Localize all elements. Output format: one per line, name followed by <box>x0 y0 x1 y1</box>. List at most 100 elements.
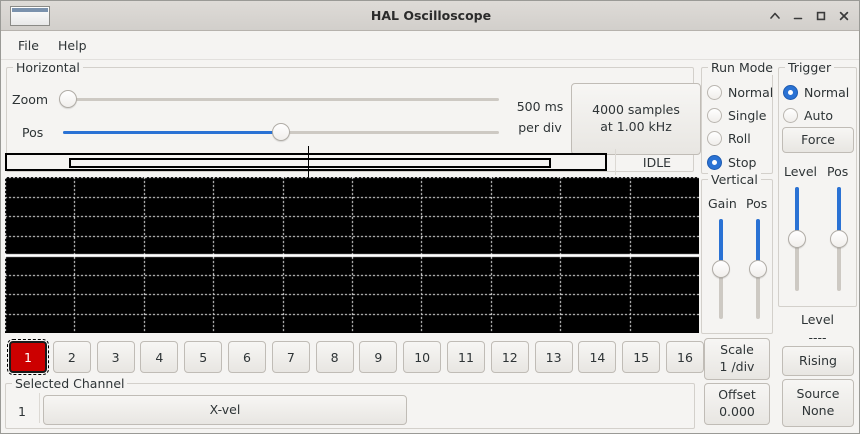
zoom-slider-knob[interactable] <box>59 90 77 108</box>
horizontal-pos-slider-fill <box>63 131 281 134</box>
channel-button-label: 7 <box>286 349 295 365</box>
trigger-option-auto-label: Auto <box>804 107 834 123</box>
trigger-option-auto[interactable]: Auto <box>783 106 833 124</box>
channel-button-15[interactable]: 15 <box>622 341 661 373</box>
channel-button-1[interactable]: 1 <box>7 339 49 375</box>
run-mode-option-normal[interactable]: Normal <box>707 83 773 101</box>
trigger-force-label: Force <box>801 131 835 147</box>
channel-button-3[interactable]: 3 <box>96 341 135 373</box>
channel-button-label: 11 <box>458 349 474 365</box>
channel-button-label: 2 <box>67 349 76 365</box>
run-mode-option-roll[interactable]: Roll <box>707 129 751 147</box>
shade-button[interactable] <box>764 5 786 27</box>
window-title: HAL Oscilloscope <box>370 8 492 23</box>
channel-button-12[interactable]: 12 <box>490 341 529 373</box>
channel-button-label: 13 <box>545 349 562 365</box>
channel-button-label: 8 <box>330 349 339 365</box>
selected-channel-number: 1 <box>18 404 26 419</box>
trigger-pos-slider[interactable] <box>830 187 848 291</box>
channel-button-5[interactable]: 5 <box>184 341 223 373</box>
channel-button-16[interactable]: 16 <box>666 341 704 373</box>
samples-rate-label: at 1.00 kHz <box>600 119 672 134</box>
trigger-position-marker <box>308 146 309 178</box>
trigger-level-slider[interactable] <box>788 187 806 291</box>
channel-button-label: 3 <box>111 349 120 365</box>
channel-button-2[interactable]: 2 <box>52 341 91 373</box>
run-mode-option-stop-label: Stop <box>728 154 757 170</box>
channel-button-label: 15 <box>633 349 650 365</box>
channel-button-4[interactable]: 4 <box>140 341 179 373</box>
menu-item-help[interactable]: Help <box>58 38 87 53</box>
scope-canvas[interactable] <box>5 177 699 333</box>
selected-channel-signal-button[interactable]: X-vel <box>43 395 407 425</box>
trigger-option-normal[interactable]: Normal <box>783 83 849 101</box>
channel-button-label: 6 <box>243 349 251 365</box>
radio-icon[interactable] <box>707 107 722 123</box>
selected-channel-separator <box>39 393 40 423</box>
zoom-slider-track[interactable] <box>59 98 499 101</box>
horizontal-group-legend: Horizontal <box>13 60 83 75</box>
timebase-value: 500 ms <box>516 99 564 114</box>
trigger-force-button[interactable]: Force <box>782 127 854 153</box>
menu-item-file[interactable]: File <box>18 38 39 53</box>
vertical-gain-slider-knob[interactable] <box>712 260 730 278</box>
samples-count-label: 4000 samples <box>592 102 680 118</box>
channel-button-label: 1 <box>24 349 32 365</box>
trigger-edge-label: Rising <box>798 352 837 368</box>
trigger-pos-slider-knob[interactable] <box>830 230 848 248</box>
zoom-slider[interactable] <box>59 90 499 108</box>
channel-button-13[interactable]: 13 <box>534 341 573 373</box>
run-mode-option-stop[interactable]: Stop <box>707 153 756 171</box>
channel-button-11[interactable]: 11 <box>447 341 485 373</box>
trigger-level-slider-label: Level <box>784 164 817 179</box>
selected-channel-signal-label: X-vel <box>209 401 241 417</box>
run-mode-group-legend: Run Mode <box>708 60 776 75</box>
channel-button-label: 10 <box>414 349 431 365</box>
run-mode-option-roll-label: Roll <box>728 130 751 146</box>
trigger-level-readout-value: ---- <box>808 330 827 345</box>
channel-button-label: 16 <box>677 349 693 365</box>
channel-button-9[interactable]: 9 <box>359 341 398 373</box>
run-mode-group: Run Mode <box>701 60 776 174</box>
channel-button-label: 14 <box>589 349 606 365</box>
vertical-pos-slider-knob[interactable] <box>749 260 767 278</box>
radio-icon[interactable] <box>783 84 798 100</box>
horizontal-pos-slider[interactable] <box>63 123 499 141</box>
radio-icon[interactable] <box>783 107 798 123</box>
minimize-button[interactable] <box>787 5 809 27</box>
maximize-button[interactable] <box>810 5 832 27</box>
radio-icon[interactable] <box>707 84 722 100</box>
trigger-group-legend: Trigger <box>785 60 835 75</box>
samples-button[interactable]: 4000 samples at 1.00 kHz <box>571 83 701 155</box>
trigger-pos-slider-fill <box>837 187 841 239</box>
vertical-gain-slider[interactable] <box>712 219 730 319</box>
trigger-level-readout-title: Level <box>801 312 834 327</box>
vertical-offset-value: 0.000 <box>719 404 755 419</box>
channel-button-label: 9 <box>374 349 383 365</box>
channel-button-label: 5 <box>199 349 208 365</box>
scope-display[interactable] <box>5 177 699 333</box>
run-mode-option-single[interactable]: Single <box>707 106 766 124</box>
horizontal-position-bar[interactable] <box>5 153 607 171</box>
trigger-source-button[interactable]: Source None <box>782 379 854 427</box>
trigger-level-slider-knob[interactable] <box>788 230 806 248</box>
radio-icon[interactable] <box>707 154 722 170</box>
horizontal-position-bar-window[interactable] <box>69 158 551 168</box>
channel-button-10[interactable]: 10 <box>403 341 442 373</box>
vertical-offset-button[interactable]: Offset 0.000 <box>704 383 770 425</box>
vertical-group-legend: Vertical <box>708 172 761 187</box>
vertical-pos-slider[interactable] <box>749 219 767 319</box>
close-button[interactable] <box>833 5 855 27</box>
vertical-pos-slider-label: Pos <box>746 196 768 211</box>
horizontal-pos-slider-knob[interactable] <box>272 123 290 141</box>
horizontal-group: Horizontal <box>6 60 694 172</box>
run-mode-option-normal-label: Normal <box>728 84 774 100</box>
window-icon <box>10 6 50 26</box>
channel-button-8[interactable]: 8 <box>315 341 354 373</box>
channel-button-7[interactable]: 7 <box>271 341 310 373</box>
vertical-scale-button[interactable]: Scale 1 /div <box>704 338 770 380</box>
channel-button-14[interactable]: 14 <box>578 341 617 373</box>
channel-button-6[interactable]: 6 <box>228 341 266 373</box>
trigger-edge-button[interactable]: Rising <box>782 346 854 376</box>
radio-icon[interactable] <box>707 130 722 146</box>
